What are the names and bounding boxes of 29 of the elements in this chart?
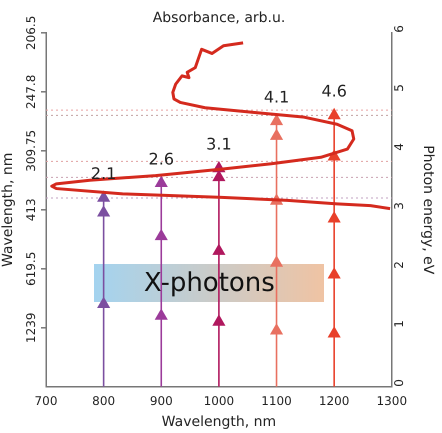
y-tick-label: 2 [392, 261, 406, 269]
y-tick-label: 1 [392, 320, 406, 328]
annotation: 4.6 [321, 82, 347, 101]
x-tick-label: 800 [92, 394, 116, 408]
y-tick-label: 4 [392, 143, 406, 151]
text: 206.5 [24, 16, 38, 50]
annotation: 3.1 [206, 134, 232, 154]
text: 247.8 [24, 74, 38, 109]
x-tick-label: 1100 [261, 394, 292, 408]
x-tick-label: 1300 [376, 394, 408, 408]
text: 1239 [24, 312, 38, 344]
x-tick-label: 700 [34, 394, 58, 408]
text: 309.75 [24, 130, 38, 172]
annotation: 2.1 [90, 164, 116, 184]
y-tick-label: 5 [392, 84, 406, 92]
y-tick-label: 0 [392, 379, 406, 387]
x-tick-label: 1200 [318, 394, 350, 408]
y-tick-label: 3 [392, 202, 406, 210]
y2-axis-title: Wavelength, nm [0, 152, 16, 268]
annotation: 4.1 [264, 87, 290, 106]
annotation: 2.6 [148, 149, 174, 168]
x-tick-label: 900 [150, 394, 173, 408]
y-tick-label: 6 [392, 25, 406, 33]
y-axis-title: Photon energy, eV [420, 145, 436, 275]
text: 413 [24, 198, 38, 222]
text: 619.5 [24, 252, 38, 286]
x-tick-label: 1000 [204, 394, 234, 408]
chart-title: Absorbance, arb.u. [152, 10, 286, 26]
x-axis-title: Wavelength, nm [162, 414, 276, 430]
